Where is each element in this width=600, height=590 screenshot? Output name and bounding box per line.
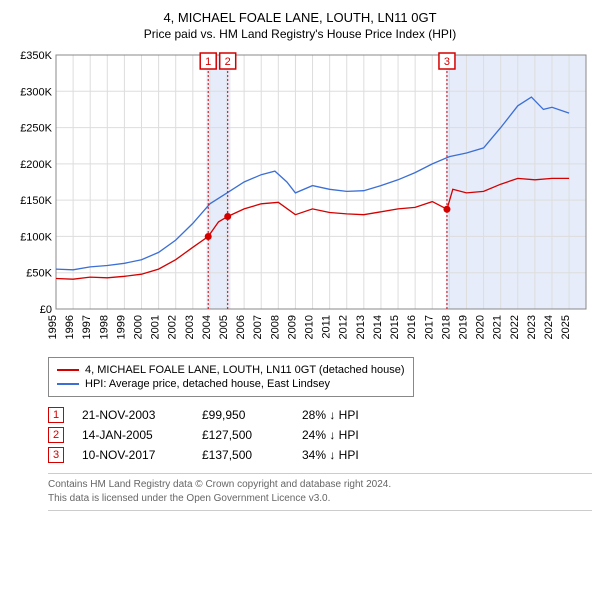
svg-text:2021: 2021 bbox=[492, 315, 504, 339]
svg-text:£200K: £200K bbox=[20, 159, 52, 171]
chart-subtitle: Price paid vs. HM Land Registry's House … bbox=[8, 27, 592, 41]
svg-text:2007: 2007 bbox=[252, 315, 264, 339]
svg-text:£250K: £250K bbox=[20, 123, 52, 135]
svg-text:£100K: £100K bbox=[20, 231, 52, 243]
svg-text:1996: 1996 bbox=[64, 315, 76, 339]
svg-text:2004: 2004 bbox=[201, 315, 213, 339]
footer: Contains HM Land Registry data © Crown c… bbox=[48, 473, 592, 511]
events-table: 1 21-NOV-2003£99,95028% ↓ HPI 2 14-JAN-2005… bbox=[48, 407, 592, 463]
svg-text:2002: 2002 bbox=[167, 315, 179, 339]
svg-text:3: 3 bbox=[444, 56, 450, 68]
svg-text:2011: 2011 bbox=[321, 315, 333, 339]
svg-text:2015: 2015 bbox=[389, 315, 401, 339]
svg-text:2025: 2025 bbox=[560, 315, 572, 339]
svg-text:1997: 1997 bbox=[81, 315, 93, 339]
footer-line1: Contains HM Land Registry data © Crown c… bbox=[48, 478, 592, 492]
event-price: £137,500 bbox=[202, 448, 302, 462]
svg-text:1995: 1995 bbox=[47, 315, 59, 339]
legend-swatch bbox=[57, 383, 79, 385]
svg-text:2005: 2005 bbox=[218, 315, 230, 339]
svg-text:1: 1 bbox=[205, 56, 211, 68]
svg-text:2006: 2006 bbox=[235, 315, 247, 339]
event-marker: 1 bbox=[48, 407, 64, 423]
svg-text:£150K: £150K bbox=[20, 195, 52, 207]
svg-text:£50K: £50K bbox=[26, 268, 52, 280]
legend-swatch bbox=[57, 369, 79, 371]
svg-text:2024: 2024 bbox=[543, 315, 555, 339]
chart-title: 4, MICHAEL FOALE LANE, LOUTH, LN11 0GT bbox=[8, 10, 592, 25]
svg-text:2020: 2020 bbox=[475, 315, 487, 339]
event-date: 10-NOV-2017 bbox=[82, 448, 202, 462]
svg-text:2008: 2008 bbox=[269, 315, 281, 339]
event-row: 3 10-NOV-2017£137,50034% ↓ HPI bbox=[48, 447, 592, 463]
svg-text:2016: 2016 bbox=[406, 315, 418, 339]
svg-text:2001: 2001 bbox=[150, 315, 162, 339]
svg-text:2: 2 bbox=[225, 56, 231, 68]
svg-text:1999: 1999 bbox=[115, 315, 127, 339]
event-marker: 2 bbox=[48, 427, 64, 443]
svg-text:2017: 2017 bbox=[423, 315, 435, 339]
event-row: 1 21-NOV-2003£99,95028% ↓ HPI bbox=[48, 407, 592, 423]
event-price: £99,950 bbox=[202, 408, 302, 422]
svg-text:2010: 2010 bbox=[304, 315, 316, 339]
legend-label: 4, MICHAEL FOALE LANE, LOUTH, LN11 0GT (… bbox=[85, 364, 405, 376]
svg-text:2009: 2009 bbox=[286, 315, 298, 339]
event-row: 2 14-JAN-2005£127,50024% ↓ HPI bbox=[48, 427, 592, 443]
svg-text:2013: 2013 bbox=[355, 315, 367, 339]
svg-text:2000: 2000 bbox=[133, 315, 145, 339]
chart-area: £0 £50K £100K £150K £200K £250K £300K £350K 1995… bbox=[8, 49, 592, 349]
event-marker: 3 bbox=[48, 447, 64, 463]
svg-text:£300K: £300K bbox=[20, 86, 52, 98]
event-pct: 24% ↓ HPI bbox=[302, 428, 412, 442]
svg-text:£350K: £350K bbox=[20, 50, 52, 62]
svg-text:2003: 2003 bbox=[184, 315, 196, 339]
legend-row: HPI: Average price, detached house, East… bbox=[57, 378, 405, 390]
event-pct: 34% ↓ HPI bbox=[302, 448, 412, 462]
event-date: 14-JAN-2005 bbox=[82, 428, 202, 442]
svg-text:2022: 2022 bbox=[509, 315, 521, 339]
chart-svg: £0 £50K £100K £150K £200K £250K £300K £350K 1995… bbox=[8, 49, 592, 349]
svg-text:£0: £0 bbox=[40, 304, 52, 316]
svg-text:2014: 2014 bbox=[372, 315, 384, 339]
event-price: £127,500 bbox=[202, 428, 302, 442]
svg-text:2012: 2012 bbox=[338, 315, 350, 339]
legend: 4, MICHAEL FOALE LANE, LOUTH, LN11 0GT (… bbox=[48, 357, 414, 397]
footer-line2: This data is licensed under the Open Gov… bbox=[48, 492, 592, 506]
legend-row: 4, MICHAEL FOALE LANE, LOUTH, LN11 0GT (… bbox=[57, 364, 405, 376]
legend-label: HPI: Average price, detached house, East… bbox=[85, 378, 330, 390]
svg-text:2023: 2023 bbox=[526, 315, 538, 339]
svg-text:1998: 1998 bbox=[98, 315, 110, 339]
svg-text:2018: 2018 bbox=[440, 315, 452, 339]
svg-text:2019: 2019 bbox=[457, 315, 469, 339]
event-date: 21-NOV-2003 bbox=[82, 408, 202, 422]
event-pct: 28% ↓ HPI bbox=[302, 408, 412, 422]
